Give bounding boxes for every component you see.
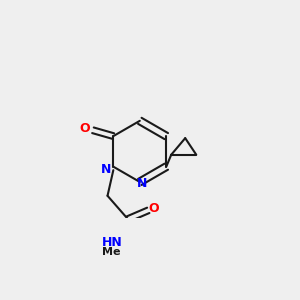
- Text: Me: Me: [102, 247, 120, 257]
- Text: HN: HN: [101, 236, 122, 249]
- Text: O: O: [149, 202, 159, 215]
- Text: O: O: [79, 122, 89, 135]
- Text: N: N: [101, 163, 111, 176]
- Text: N: N: [137, 177, 147, 190]
